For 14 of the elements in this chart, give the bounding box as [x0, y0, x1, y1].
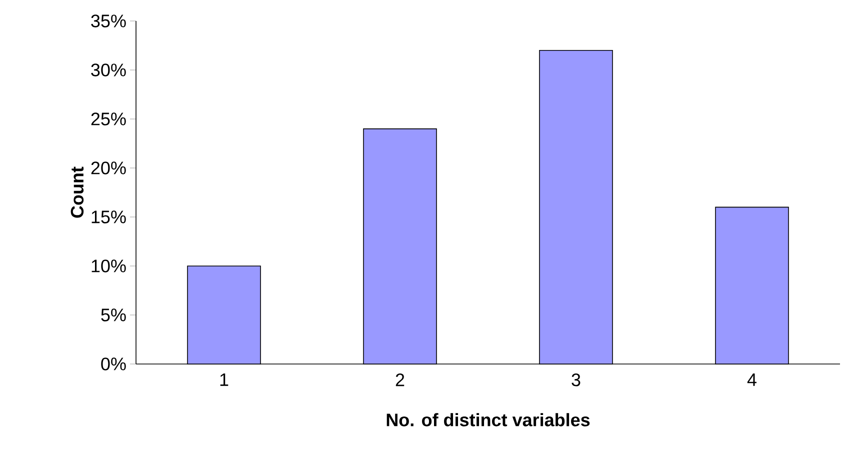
y-axis-title: Count [70, 166, 84, 218]
x-tick-label: 2 [396, 374, 404, 386]
y-tick-label: 20% [91, 162, 126, 174]
x-tick-label: 1 [220, 374, 228, 386]
x-tick-label: 4 [747, 374, 756, 386]
x-tick-label: 3 [572, 374, 580, 386]
y-tick-label: 35% [91, 14, 126, 28]
y-tick-label: 0% [101, 358, 126, 370]
y-tick-label: 10% [92, 260, 126, 272]
y-tick-label: 25% [91, 112, 126, 126]
x-axis-title: No. of distinct variables [386, 413, 590, 426]
y-tick-label: 5% [101, 308, 126, 322]
y-tick-label: 30% [91, 64, 126, 76]
y-tick-label: 15% [92, 210, 126, 224]
